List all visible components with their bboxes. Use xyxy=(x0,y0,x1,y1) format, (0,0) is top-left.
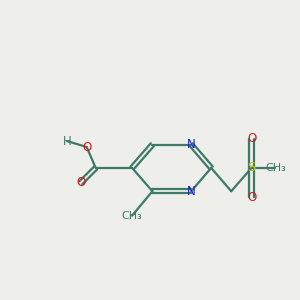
Text: O: O xyxy=(82,140,91,154)
Text: N: N xyxy=(187,138,196,151)
Text: S: S xyxy=(247,161,256,174)
Text: CH₃: CH₃ xyxy=(265,163,286,173)
Text: O: O xyxy=(76,176,85,189)
Text: CH₃: CH₃ xyxy=(122,211,142,221)
Text: N: N xyxy=(187,185,196,198)
Text: O: O xyxy=(247,132,256,145)
Text: O: O xyxy=(247,191,256,204)
Text: H: H xyxy=(63,134,71,148)
